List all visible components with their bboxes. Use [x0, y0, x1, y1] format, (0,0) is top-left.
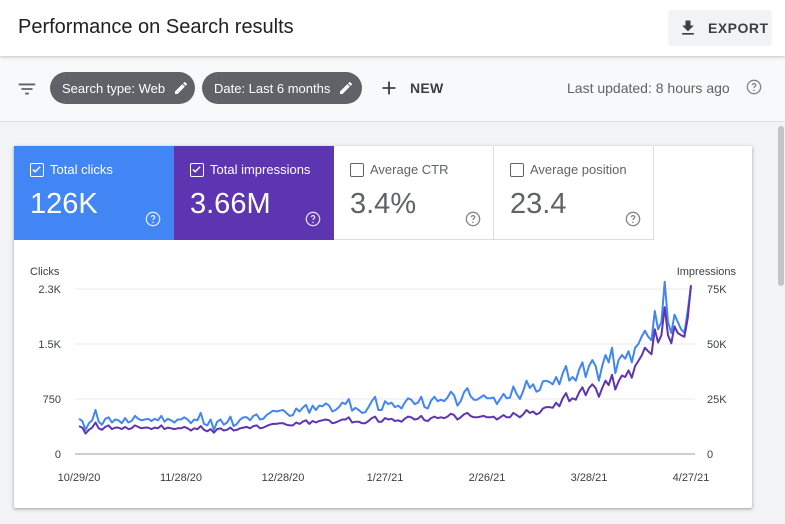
- page-title: Performance on Search results: [18, 16, 294, 38]
- export-button[interactable]: EXPORT: [668, 10, 772, 46]
- right-axis-title: Impressions: [677, 266, 737, 278]
- left-axis-title: Clicks: [30, 266, 60, 278]
- metric-value: 3.66M: [190, 188, 271, 220]
- performance-chart[interactable]: Clicks Impressions 2.3K 75K 1.5K 50K 750 25K 0 0 1…: [14, 256, 752, 508]
- download-icon: [682, 20, 694, 35]
- metric-value: 23.4: [510, 188, 567, 220]
- left-tick-label: 750: [43, 394, 61, 406]
- last-updated-text: Last updated: 8 hours ago: [567, 80, 730, 96]
- help-icon[interactable]: [465, 211, 481, 227]
- help-icon[interactable]: [305, 211, 321, 227]
- filter-icon[interactable]: [16, 78, 38, 100]
- left-tick-label: 0: [55, 449, 61, 461]
- search-type-chip[interactable]: Search type: Web: [50, 72, 195, 104]
- metric-total-clicks[interactable]: Total clicks 126K: [14, 146, 174, 240]
- metric-value: 126K: [30, 188, 98, 220]
- new-filter-label: NEW: [410, 80, 444, 96]
- series-line-clicks: [78, 280, 692, 431]
- x-tick-label: 12/28/20: [262, 472, 305, 484]
- left-tick-label: 2.3K: [38, 284, 61, 296]
- metric-average-ctr[interactable]: Average CTR 3.4%: [334, 146, 494, 240]
- x-tick-label: 3/28/21: [571, 472, 608, 484]
- metric-label: Total impressions: [210, 162, 311, 177]
- metric-value: 3.4%: [350, 188, 417, 220]
- right-tick-label: 75K: [707, 284, 727, 296]
- help-icon[interactable]: [145, 211, 161, 227]
- new-filter-button[interactable]: NEW: [378, 76, 444, 100]
- checkbox-unchecked-icon[interactable]: [510, 163, 524, 177]
- metric-label: Total clicks: [50, 162, 113, 177]
- scrollbar-thumb[interactable]: [778, 126, 784, 286]
- app-header: Performance on Search results EXPORT: [0, 0, 785, 56]
- x-tick-label: 10/29/20: [58, 472, 101, 484]
- performance-card: Total clicks 126K Total impressions 3.66…: [14, 146, 752, 508]
- right-tick-label: 0: [707, 449, 713, 461]
- date-chip[interactable]: Date: Last 6 months: [202, 72, 362, 104]
- pencil-icon: [340, 81, 353, 94]
- help-icon[interactable]: [625, 211, 641, 227]
- x-tick-label: 1/27/21: [367, 472, 404, 484]
- metric-label: Average position: [530, 162, 627, 177]
- x-tick-label: 4/27/21: [673, 472, 710, 484]
- x-tick-label: 11/28/20: [160, 472, 202, 484]
- metric-label: Average CTR: [370, 162, 449, 177]
- export-label: EXPORT: [708, 20, 769, 36]
- checkbox-checked-icon[interactable]: [30, 163, 44, 177]
- pencil-icon: [175, 81, 188, 94]
- checkbox-checked-icon[interactable]: [190, 163, 204, 177]
- metric-total-impressions[interactable]: Total impressions 3.66M: [174, 146, 334, 240]
- filter-bar: Search type: Web Date: Last 6 months NEW…: [0, 56, 785, 122]
- checkbox-unchecked-icon[interactable]: [350, 163, 364, 177]
- right-tick-label: 50K: [707, 339, 727, 351]
- search-type-chip-label: Search type: Web: [62, 80, 166, 96]
- metric-average-position[interactable]: Average position 23.4: [494, 146, 654, 240]
- chart-svg[interactable]: Clicks Impressions 2.3K 75K 1.5K 50K 750 25K 0 0 1…: [14, 256, 752, 508]
- left-tick-label: 1.5K: [38, 339, 61, 351]
- right-tick-label: 25K: [707, 394, 727, 406]
- date-chip-label: Date: Last 6 months: [214, 80, 331, 96]
- x-tick-label: 2/26/21: [469, 472, 506, 484]
- plus-icon: [382, 81, 396, 95]
- scrollbar[interactable]: [775, 122, 785, 524]
- series-line-impressions: [78, 285, 692, 435]
- help-icon[interactable]: [746, 79, 762, 95]
